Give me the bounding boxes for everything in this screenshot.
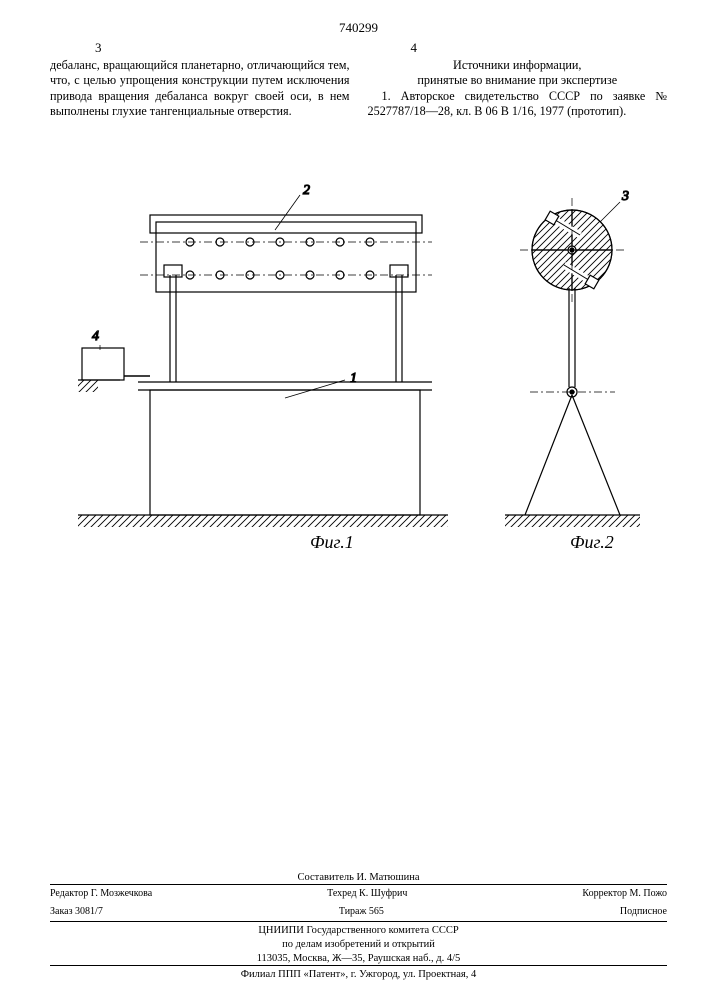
- fig1: 1 4: [78, 183, 448, 527]
- right-line1: Источники информации,: [368, 58, 668, 73]
- left-column-text: дебаланс, вращающийся планетарно, отлича…: [50, 58, 350, 118]
- footer-org1: ЦНИИПИ Государственного комитета СССР: [50, 924, 667, 938]
- figures-area: 1 4: [60, 180, 660, 560]
- ref-3: 3: [621, 189, 629, 204]
- footer-redaktor: Редактор Г. Мозжечкова: [50, 887, 152, 900]
- footer-tehred: Техред К. Шуфрич: [327, 887, 407, 900]
- col-number-right: 4: [411, 40, 418, 56]
- figures-svg: 1 4: [60, 180, 660, 560]
- ref-1: 1: [350, 371, 357, 386]
- footer-sostavitel: Составитель И. Матюшина: [50, 871, 667, 885]
- col-number-left: 3: [95, 40, 102, 56]
- footer-org: ЦНИИПИ Государственного комитета СССР по…: [50, 921, 667, 965]
- footer-row2: Заказ 3081/7 Тираж 565 Подписное: [50, 903, 667, 918]
- footer: Составитель И. Матюшина Редактор Г. Мозж…: [50, 871, 667, 982]
- right-line3: 1. Авторское свидетельство СССР по заявк…: [368, 89, 668, 120]
- footer-row1: Редактор Г. Мозжечкова Техред К. Шуфрич …: [50, 884, 667, 900]
- fig2-label: Фиг.2: [570, 532, 614, 553]
- footer-addr2: Филиал ППП «Патент», г. Ужгород, ул. Про…: [50, 965, 667, 982]
- footer-addr1: 113035, Москва, Ж—35, Раушская наб., д. …: [50, 952, 667, 966]
- left-column: дебаланс, вращающийся планетарно, отлича…: [50, 58, 350, 119]
- right-line2: принятые во внимание при экспертизе: [368, 73, 668, 88]
- right-column: Источники информации, принятые во вниман…: [368, 58, 668, 119]
- fig1-label: Фиг.1: [310, 532, 354, 553]
- ref-2: 2: [303, 183, 310, 198]
- footer-podpisnoe: Подписное: [620, 905, 667, 918]
- footer-korrektor: Корректор М. Пожо: [582, 887, 667, 900]
- document-number: 740299: [50, 20, 667, 36]
- text-columns: дебаланс, вращающийся планетарно, отлича…: [50, 58, 667, 119]
- footer-tirazh: Тираж 565: [339, 905, 384, 918]
- footer-zakaz: Заказ 3081/7: [50, 905, 103, 918]
- ref-4: 4: [92, 329, 99, 344]
- footer-org2: по делам изобретений и открытий: [50, 938, 667, 952]
- fig2: 3: [505, 189, 640, 527]
